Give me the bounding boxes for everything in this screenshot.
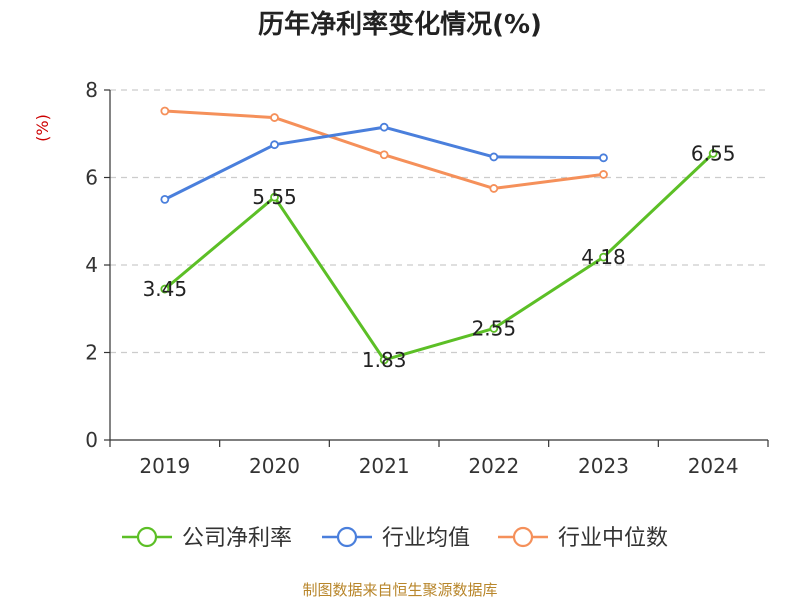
series-line [163, 152, 715, 362]
legend-marker [512, 526, 534, 548]
series [160, 106, 718, 365]
series-1 [160, 149, 718, 365]
y-tick-label: 6 [85, 166, 98, 190]
legend-label: 行业均值 [382, 526, 470, 551]
data-point[interactable] [160, 106, 170, 116]
legend-label: 公司净利率 [182, 526, 292, 551]
data-point[interactable] [489, 324, 499, 333]
y-tick-label: 2 [85, 341, 98, 365]
data-point[interactable] [270, 140, 279, 150]
legend-item[interactable]: 行业均值 [322, 526, 470, 551]
data-point[interactable] [379, 122, 389, 132]
data-point[interactable] [599, 153, 608, 163]
gridlines [110, 89, 768, 354]
x-tick-label: 2024 [688, 454, 739, 478]
data-label: 1.83 [362, 348, 407, 372]
x-tick-label: 2019 [139, 454, 190, 478]
data-point[interactable] [160, 284, 170, 294]
legend-item[interactable]: 公司净利率 [122, 526, 292, 551]
series-line [164, 125, 604, 201]
x-tick-label: 2022 [468, 454, 519, 478]
series-3 [160, 106, 608, 193]
data-label: 3.45 [143, 277, 188, 301]
legend-label: 行业中位数 [558, 526, 668, 551]
series-2 [160, 122, 608, 204]
legend-item[interactable]: 行业中位数 [498, 526, 668, 551]
data-point[interactable] [160, 194, 170, 204]
data-point[interactable] [379, 150, 389, 160]
data-point[interactable] [489, 152, 499, 162]
data-point[interactable] [270, 192, 279, 202]
data-point[interactable] [708, 149, 718, 158]
data-point[interactable] [489, 184, 499, 193]
data-label: 6.55 [691, 141, 736, 165]
data-label: 2.55 [472, 316, 517, 340]
y-tick-label: 4 [85, 253, 98, 277]
data-point[interactable] [599, 170, 608, 179]
y-tick-label: 8 [85, 78, 98, 102]
data-point[interactable] [270, 113, 279, 122]
x-tick-label: 2021 [359, 454, 410, 478]
data-label: 5.55 [252, 185, 297, 209]
chart-title: 历年净利率变化情况(%) [258, 9, 542, 40]
y-axis-label: (%) [33, 114, 52, 142]
data-labels: 3.45 5.55 1.83 2.55 4.18 6.55 [143, 141, 736, 372]
data-point[interactable] [379, 355, 389, 365]
source-note: 制图数据来自恒生聚源数据库 [302, 581, 497, 599]
series-line [164, 109, 604, 190]
legend[interactable]: 公司净利率 行业均值 行业中位数 [122, 526, 668, 551]
legend-marker [336, 526, 358, 548]
x-tick-label: 2023 [578, 454, 629, 478]
data-label: 4.18 [581, 245, 626, 269]
legend-marker [136, 526, 158, 548]
data-point[interactable] [599, 252, 608, 262]
axes: 0 2 4 6 8 2019 2020 2021 2022 2023 2024 [85, 78, 769, 478]
x-tick-label: 2020 [249, 454, 300, 478]
y-tick-label: 0 [85, 428, 98, 452]
